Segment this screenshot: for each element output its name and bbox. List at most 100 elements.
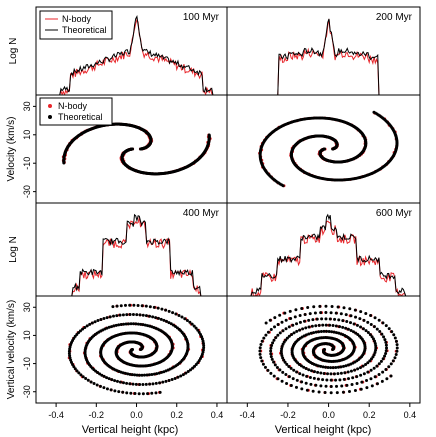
point-theoretical [135, 313, 139, 317]
point-theoretical [281, 370, 285, 374]
point-theoretical [281, 184, 285, 188]
point-theoretical [364, 362, 368, 366]
point-theoretical [317, 323, 321, 327]
x-tick-label: 0.0 [322, 410, 335, 420]
point-theoretical [313, 311, 317, 315]
point-theoretical [319, 311, 323, 315]
point-theoretical [154, 316, 158, 320]
point-theoretical [169, 322, 173, 326]
point-theoretical [88, 322, 92, 326]
point-theoretical [304, 381, 308, 385]
point-theoretical [148, 314, 152, 318]
point-theoretical [141, 382, 145, 386]
point-theoretical [349, 369, 353, 373]
point-theoretical [372, 366, 376, 370]
point-theoretical [147, 373, 151, 377]
point-theoretical [282, 358, 286, 362]
point-theoretical [336, 365, 340, 369]
point-theoretical [372, 110, 376, 114]
point-theoretical [300, 380, 304, 384]
point-theoretical [143, 323, 147, 327]
point-theoretical [322, 371, 326, 375]
point-theoretical [373, 375, 377, 379]
point-theoretical [319, 364, 323, 368]
point-theoretical [284, 327, 288, 331]
point-theoretical [353, 308, 357, 312]
point-theoretical [353, 368, 357, 372]
point-theoretical [338, 378, 342, 382]
point-theoretical [318, 304, 322, 308]
point-theoretical [300, 306, 304, 310]
point-theoretical [73, 367, 77, 371]
x-axis-label-left: Vertical height (kpc) [82, 424, 179, 436]
point-theoretical [325, 378, 329, 382]
point-theoretical [382, 335, 386, 339]
point-theoretical [107, 377, 111, 381]
point-theoretical [264, 333, 268, 337]
point-theoretical [334, 378, 338, 382]
point-theoretical [304, 367, 308, 371]
point-theoretical [164, 319, 168, 323]
point-theoretical [380, 332, 384, 336]
point-theoretical [171, 323, 175, 327]
point-theoretical [269, 352, 273, 356]
point-theoretical [139, 322, 143, 326]
point-theoretical [319, 329, 323, 333]
point-theoretical [180, 315, 184, 319]
point-theoretical [329, 391, 333, 395]
point-theoretical [259, 356, 263, 360]
point-theoretical [335, 391, 339, 395]
point-theoretical [321, 365, 325, 369]
point-theoretical [287, 375, 291, 379]
point-theoretical [329, 372, 333, 376]
point-theoretical [302, 319, 306, 323]
point-theoretical [341, 319, 345, 323]
point-theoretical [164, 308, 168, 312]
x-tick-label: 0.2 [170, 410, 183, 420]
y-axis-label: Log N [8, 38, 19, 65]
point-theoretical [86, 378, 90, 382]
point-theoretical [67, 351, 71, 355]
point-theoretical [275, 365, 279, 369]
point-theoretical [385, 346, 389, 350]
point-theoretical [164, 379, 168, 383]
point-theoretical [266, 368, 270, 372]
point-theoretical [148, 305, 152, 309]
point-theoretical [142, 373, 146, 377]
point-theoretical [260, 339, 264, 343]
panel-logn-400: 400 Myr Log N [8, 202, 228, 297]
point-theoretical [192, 324, 196, 328]
point-theoretical [270, 344, 274, 348]
point-theoretical [334, 366, 338, 370]
point-theoretical [284, 318, 288, 322]
point-theoretical [326, 366, 330, 370]
series-line-theoretical [235, 213, 414, 297]
point-theoretical [287, 325, 291, 329]
point-theoretical [385, 377, 389, 381]
point-theoretical [373, 341, 377, 345]
point-theoretical [348, 307, 352, 311]
point-theoretical [345, 383, 349, 387]
point-theoretical [110, 378, 114, 382]
point-theoretical [113, 389, 117, 393]
point-theoretical [113, 379, 117, 383]
point-theoretical [105, 376, 109, 380]
x-axis-label-right: Vertical height (kpc) [275, 424, 372, 436]
point-theoretical [284, 373, 288, 377]
point-theoretical [307, 325, 311, 329]
point-theoretical [392, 333, 396, 337]
point-theoretical [298, 328, 302, 332]
point-theoretical [311, 318, 315, 322]
point-theoretical [295, 370, 299, 374]
point-theoretical [132, 303, 136, 307]
point-theoretical [298, 372, 302, 376]
point-theoretical [285, 362, 289, 366]
panel-phase-100: -30 -10 10 30 Velocity (km/s) [6, 94, 228, 204]
point-theoretical [278, 368, 282, 372]
point-theoretical [193, 364, 197, 368]
point-theoretical [280, 354, 284, 358]
point-theoretical [177, 313, 181, 317]
point-theoretical [89, 380, 93, 384]
point-theoretical [115, 304, 119, 308]
